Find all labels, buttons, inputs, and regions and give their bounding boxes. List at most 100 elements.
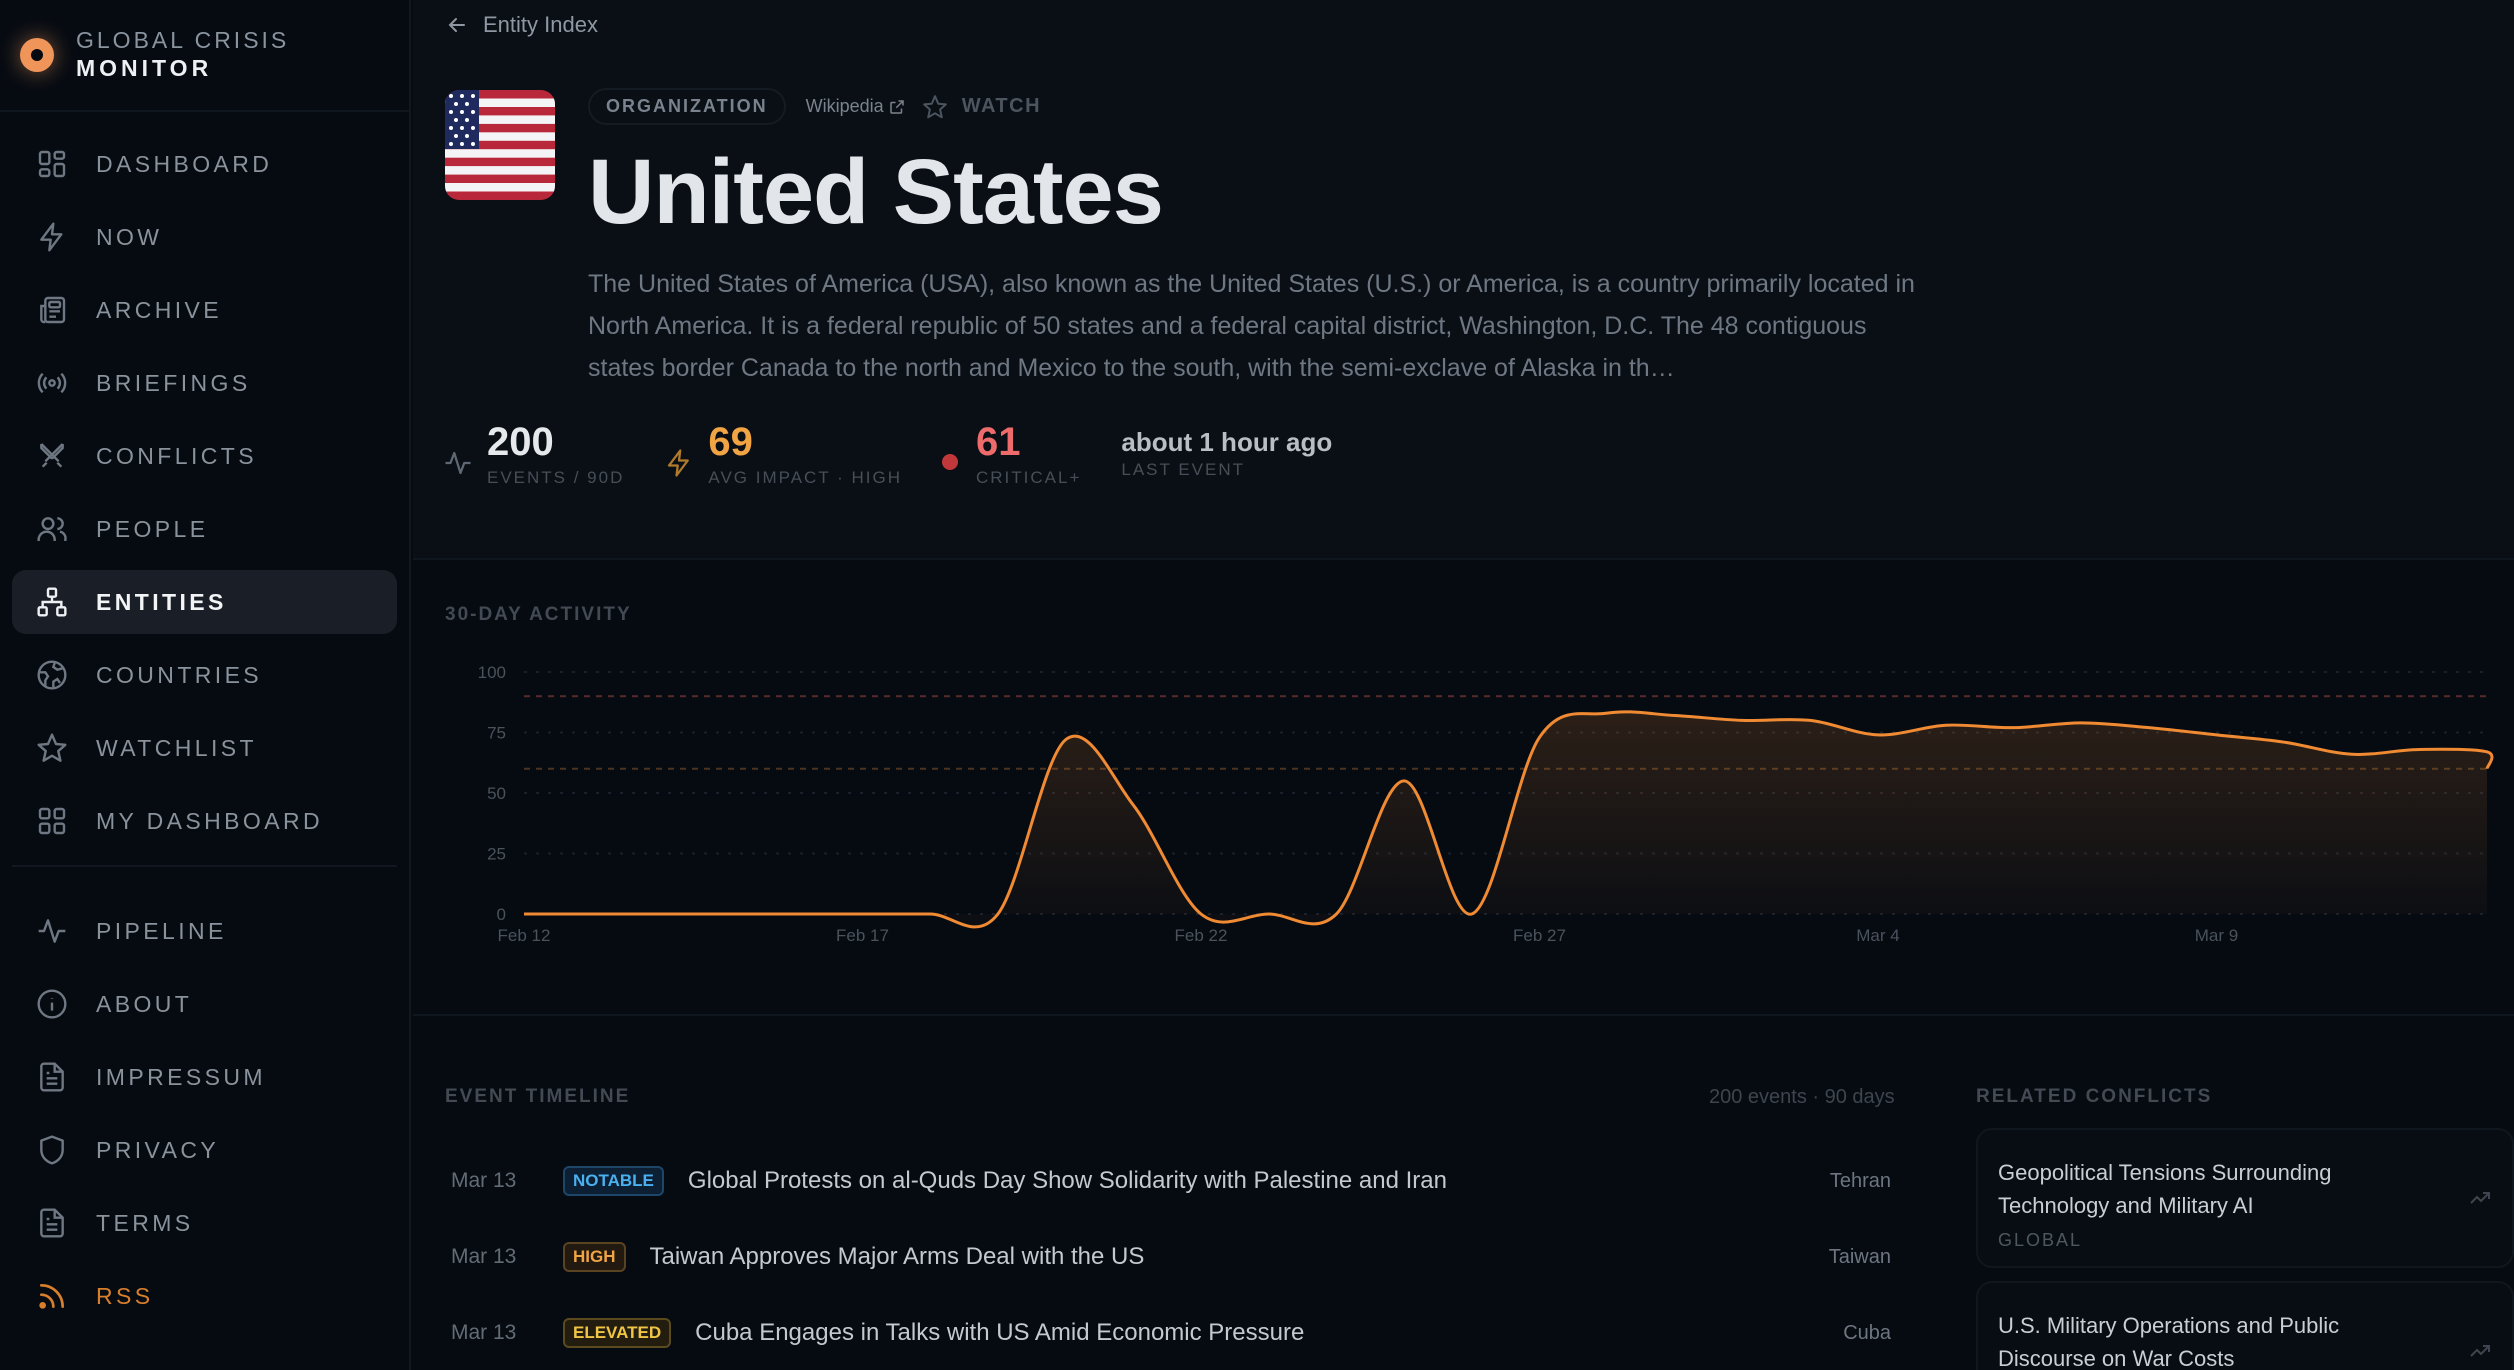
svg-text:Feb 17: Feb 17 bbox=[836, 926, 889, 945]
sidebar-item-label: NOW bbox=[96, 223, 163, 250]
wikipedia-link[interactable]: Wikipedia bbox=[806, 96, 906, 117]
last-event-value: about 1 hour ago bbox=[1121, 427, 1333, 457]
brand-line-2: MONITOR bbox=[76, 55, 213, 81]
sidebar-item-entities[interactable]: ENTITIES bbox=[12, 570, 397, 634]
sidebar-item-label: ABOUT bbox=[96, 990, 193, 1017]
event-location: Taiwan bbox=[1828, 1245, 1891, 1268]
severity-badge: NOTABLE bbox=[563, 1166, 664, 1196]
us-flag-image bbox=[445, 90, 555, 200]
timeline-title: EVENT TIMELINE bbox=[445, 1086, 631, 1107]
sidebar-item-dashboard[interactable]: DASHBOARD bbox=[12, 132, 397, 196]
sidebar-item-label: PIPELINE bbox=[96, 917, 227, 944]
sidebar-item-countries[interactable]: COUNTRIES bbox=[12, 643, 397, 707]
stat-impact: 69 AVG IMPACT · HIGH bbox=[664, 420, 902, 488]
svg-text:100: 100 bbox=[478, 663, 506, 682]
sidebar-item-now[interactable]: NOW bbox=[12, 205, 397, 269]
brand-logo[interactable]: GLOBAL CRISIS MONITOR bbox=[0, 0, 409, 112]
sidebar-divider bbox=[12, 865, 397, 867]
events-label: EVENTS / 90D bbox=[487, 468, 625, 487]
shield-icon bbox=[36, 1134, 68, 1166]
swords-icon bbox=[36, 440, 68, 472]
entity-stats: 200 EVENTS / 90D 69 AVG IMPACT · HIGH 61… bbox=[443, 420, 1372, 488]
entity-title: United States bbox=[588, 141, 1164, 243]
dashboard-icon bbox=[36, 148, 68, 180]
conflict-name: U.S. Military Operations and Public Disc… bbox=[1998, 1313, 2340, 1370]
star-icon bbox=[922, 94, 947, 118]
sidebar-item-briefings[interactable]: BRIEFINGS bbox=[12, 351, 397, 415]
sidebar-item-about[interactable]: ABOUT bbox=[12, 972, 397, 1036]
sidebar-item-label: COUNTRIES bbox=[96, 661, 263, 688]
sidebar-item-rss[interactable]: RSS bbox=[12, 1264, 397, 1328]
star-icon bbox=[36, 732, 68, 764]
sidebar-item-people[interactable]: PEOPLE bbox=[12, 497, 397, 561]
timeline-row[interactable]: Mar 13 ELEVATED Cuba Engages in Talks wi… bbox=[451, 1313, 1891, 1353]
stat-last-event: about 1 hour ago LAST EVENT bbox=[1121, 420, 1332, 480]
trending-up-icon bbox=[2470, 1345, 2490, 1357]
entity-header: Entity Index ORG bbox=[413, 0, 2514, 560]
svg-text:Feb 22: Feb 22 bbox=[1175, 926, 1228, 945]
sidebar-item-impressum[interactable]: IMPRESSUM bbox=[12, 1045, 397, 1109]
event-location: Tehran bbox=[1829, 1169, 1891, 1192]
sidebar-item-watchlist[interactable]: WATCHLIST bbox=[12, 716, 397, 780]
sidebar-item-label: ARCHIVE bbox=[96, 296, 223, 323]
sidebar-item-label: RSS bbox=[96, 1282, 154, 1309]
last-event-label: LAST EVENT bbox=[1121, 460, 1246, 479]
trending-up-icon bbox=[2470, 1192, 2490, 1204]
stat-events: 200 EVENTS / 90D bbox=[443, 420, 624, 488]
activity-chart-section: 30-DAY ACTIVITY 0 25 50 75 100 Feb 12 Feb 17 Fe… bbox=[413, 562, 2514, 1016]
sidebar-nav: DASHBOARD NOW ARCHIVE BRIEFINGS CONFLICT… bbox=[0, 112, 409, 1328]
entity-meta-row: ORGANIZATION Wikipedia WATCH bbox=[588, 88, 1041, 125]
back-to-entity-index-link[interactable]: Entity Index bbox=[445, 12, 598, 38]
sidebar-item-my-dashboard[interactable]: MY DASHBOARD bbox=[12, 789, 397, 853]
sidebar-item-terms[interactable]: TERMS bbox=[12, 1191, 397, 1255]
grid-icon bbox=[36, 805, 68, 837]
logo-icon bbox=[20, 38, 54, 72]
newspaper-icon bbox=[36, 294, 68, 326]
related-conflict-card[interactable]: U.S. Military Operations and Public Disc… bbox=[1976, 1281, 2514, 1370]
external-link-icon bbox=[889, 99, 904, 114]
sidebar-item-label: PRIVACY bbox=[96, 1136, 220, 1163]
sidebar-item-label: CONFLICTS bbox=[96, 442, 257, 469]
document-icon bbox=[36, 1061, 68, 1093]
event-title: Taiwan Approves Major Arms Deal with the… bbox=[649, 1243, 1145, 1270]
event-date: Mar 13 bbox=[451, 1169, 517, 1192]
watch-label: WATCH bbox=[961, 95, 1042, 117]
sidebar-item-privacy[interactable]: PRIVACY bbox=[12, 1118, 397, 1182]
chart-title: 30-DAY ACTIVITY bbox=[445, 604, 632, 625]
broadcast-icon bbox=[36, 367, 68, 399]
breadcrumb-label: Entity Index bbox=[483, 12, 598, 37]
related-conflicts-title: RELATED CONFLICTS bbox=[1976, 1086, 2213, 1107]
conflict-region: GLOBAL bbox=[1998, 1230, 2083, 1250]
sidebar-item-label: BRIEFINGS bbox=[96, 369, 251, 396]
timeline-count: 200 events · 90 days bbox=[1709, 1086, 1895, 1108]
sidebar-item-label: DASHBOARD bbox=[96, 150, 273, 177]
sidebar-item-conflicts[interactable]: CONFLICTS bbox=[12, 424, 397, 488]
event-date: Mar 13 bbox=[451, 1245, 517, 1268]
avg-impact-value: 69 bbox=[708, 420, 753, 464]
svg-text:50: 50 bbox=[487, 784, 506, 803]
event-date: Mar 13 bbox=[451, 1321, 517, 1344]
document-icon bbox=[36, 1207, 68, 1239]
timeline-row[interactable]: Mar 13 NOTABLE Global Protests on al-Qud… bbox=[451, 1161, 1891, 1201]
sidebar-item-archive[interactable]: ARCHIVE bbox=[12, 278, 397, 342]
activity-icon bbox=[36, 915, 68, 947]
hierarchy-icon bbox=[36, 586, 68, 618]
sidebar-item-pipeline[interactable]: PIPELINE bbox=[12, 899, 397, 963]
watch-button[interactable]: WATCH bbox=[922, 94, 1041, 120]
sidebar-item-label: IMPRESSUM bbox=[96, 1063, 266, 1090]
activity-icon bbox=[445, 451, 471, 475]
sidebar-item-label: TERMS bbox=[96, 1209, 194, 1236]
severity-badge: ELEVATED bbox=[563, 1318, 672, 1348]
sidebar-item-label: PEOPLE bbox=[96, 515, 209, 542]
svg-text:0: 0 bbox=[497, 905, 506, 924]
rss-icon bbox=[36, 1280, 68, 1312]
entity-description: The United States of America (USA), also… bbox=[588, 270, 1915, 382]
sidebar-item-label: MY DASHBOARD bbox=[96, 807, 323, 834]
timeline-row[interactable]: Mar 13 HIGH Taiwan Approves Major Arms D… bbox=[451, 1237, 1891, 1277]
conflict-name: Geopolitical Tensions Surrounding Techno… bbox=[1998, 1160, 2332, 1218]
related-conflict-card[interactable]: Geopolitical Tensions Surrounding Techno… bbox=[1976, 1128, 2514, 1268]
entity-type-badge: ORGANIZATION bbox=[588, 88, 786, 125]
events-count: 200 bbox=[487, 420, 554, 464]
info-icon bbox=[36, 988, 68, 1020]
brand-line-1: GLOBAL CRISIS bbox=[76, 27, 290, 54]
